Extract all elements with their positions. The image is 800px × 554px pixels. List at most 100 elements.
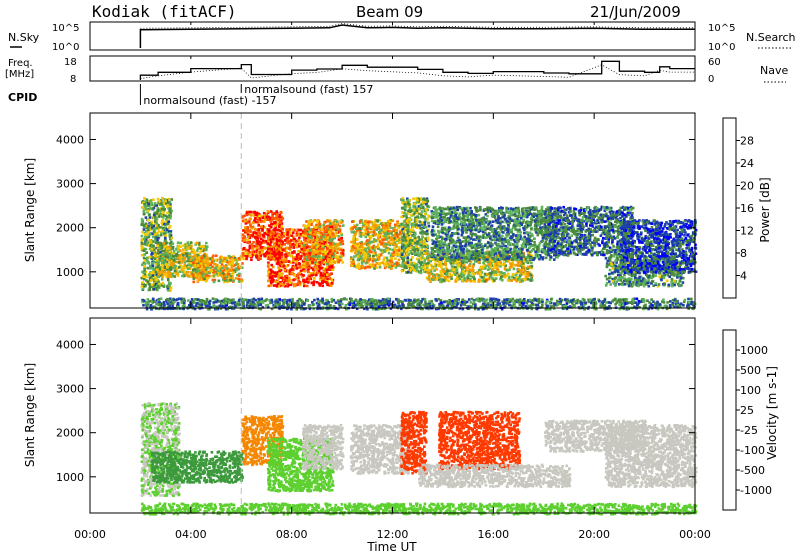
- cell: [407, 218, 410, 221]
- cell: [425, 252, 429, 256]
- freq-label-line1: Freq.: [8, 58, 33, 69]
- cell: [267, 247, 270, 250]
- cell: [243, 214, 246, 217]
- cell: [170, 263, 173, 266]
- cell: [325, 271, 329, 275]
- cell: [416, 224, 420, 227]
- cell: [268, 218, 271, 221]
- cell: [365, 232, 368, 235]
- cell: [164, 236, 167, 240]
- cell: [392, 242, 395, 246]
- cell: [272, 279, 276, 282]
- cell: [447, 279, 451, 283]
- cell: [318, 243, 322, 246]
- cell: [161, 229, 164, 233]
- cell: [267, 267, 271, 271]
- cell: [289, 278, 292, 282]
- cell: [418, 224, 421, 227]
- cell: [160, 207, 164, 211]
- cell: [420, 267, 423, 270]
- cell: [165, 215, 169, 218]
- cell: [337, 238, 341, 241]
- cell: [194, 273, 198, 277]
- cell: [277, 266, 280, 269]
- cell: [231, 259, 235, 263]
- cell: [313, 225, 316, 229]
- cell: [167, 247, 171, 251]
- cell: [312, 277, 316, 280]
- cell: [441, 274, 445, 277]
- cell: [406, 256, 409, 259]
- cell: [145, 236, 149, 239]
- cell: [234, 267, 238, 270]
- cell: [363, 252, 366, 255]
- cell: [192, 261, 195, 265]
- cell: [439, 262, 443, 266]
- cell: [365, 252, 368, 255]
- cell: [142, 285, 146, 288]
- cell: [243, 240, 246, 244]
- cell: [150, 253, 153, 256]
- cell: [169, 282, 172, 285]
- cell: [152, 229, 156, 233]
- cell: [335, 224, 338, 227]
- cell: [241, 239, 245, 242]
- cell: [321, 274, 325, 278]
- cell: [183, 266, 187, 270]
- cell: [203, 275, 206, 278]
- cell: [183, 256, 187, 260]
- cell: [402, 247, 405, 250]
- cell: [518, 280, 522, 284]
- cell: [292, 237, 296, 241]
- cell: [285, 246, 288, 250]
- cell: [404, 236, 407, 239]
- cell: [151, 262, 154, 265]
- cell: [414, 232, 417, 236]
- cell: [313, 238, 316, 242]
- cell: [193, 271, 196, 275]
- cell: [269, 235, 273, 239]
- cell: [294, 240, 297, 243]
- cell: [211, 257, 215, 261]
- cell: [177, 247, 180, 251]
- cell: [414, 207, 418, 210]
- cell: [413, 269, 416, 272]
- cell: [320, 235, 323, 239]
- cell: [153, 239, 157, 242]
- cell: [155, 287, 158, 291]
- cell: [435, 268, 438, 271]
- cell: [143, 273, 147, 276]
- cell: [439, 277, 443, 281]
- cell: [204, 263, 208, 267]
- cell: [404, 241, 408, 245]
- cell: [426, 208, 430, 212]
- cell: [143, 265, 146, 268]
- cell: [265, 215, 269, 219]
- cell: [449, 262, 453, 265]
- cell: [155, 278, 159, 281]
- cell: [219, 271, 223, 275]
- cell: [153, 202, 157, 205]
- cell: [425, 197, 429, 200]
- cell: [167, 207, 170, 210]
- cell: [160, 261, 164, 264]
- cell: [225, 275, 228, 279]
- cell: [244, 219, 248, 223]
- cell: [327, 226, 330, 230]
- cell: [206, 264, 210, 268]
- cell: [147, 209, 150, 213]
- cell: [457, 264, 461, 267]
- cell: [398, 236, 401, 240]
- cell: [168, 250, 172, 254]
- cell: [423, 250, 426, 253]
- cell: [224, 264, 227, 268]
- cell: [508, 268, 511, 272]
- cell: [167, 270, 170, 273]
- cell: [148, 273, 151, 277]
- cell: [413, 220, 417, 224]
- cell: [200, 255, 204, 258]
- cell: [500, 272, 504, 275]
- cell: [251, 225, 255, 229]
- cell: [421, 215, 425, 218]
- cell: [489, 273, 493, 276]
